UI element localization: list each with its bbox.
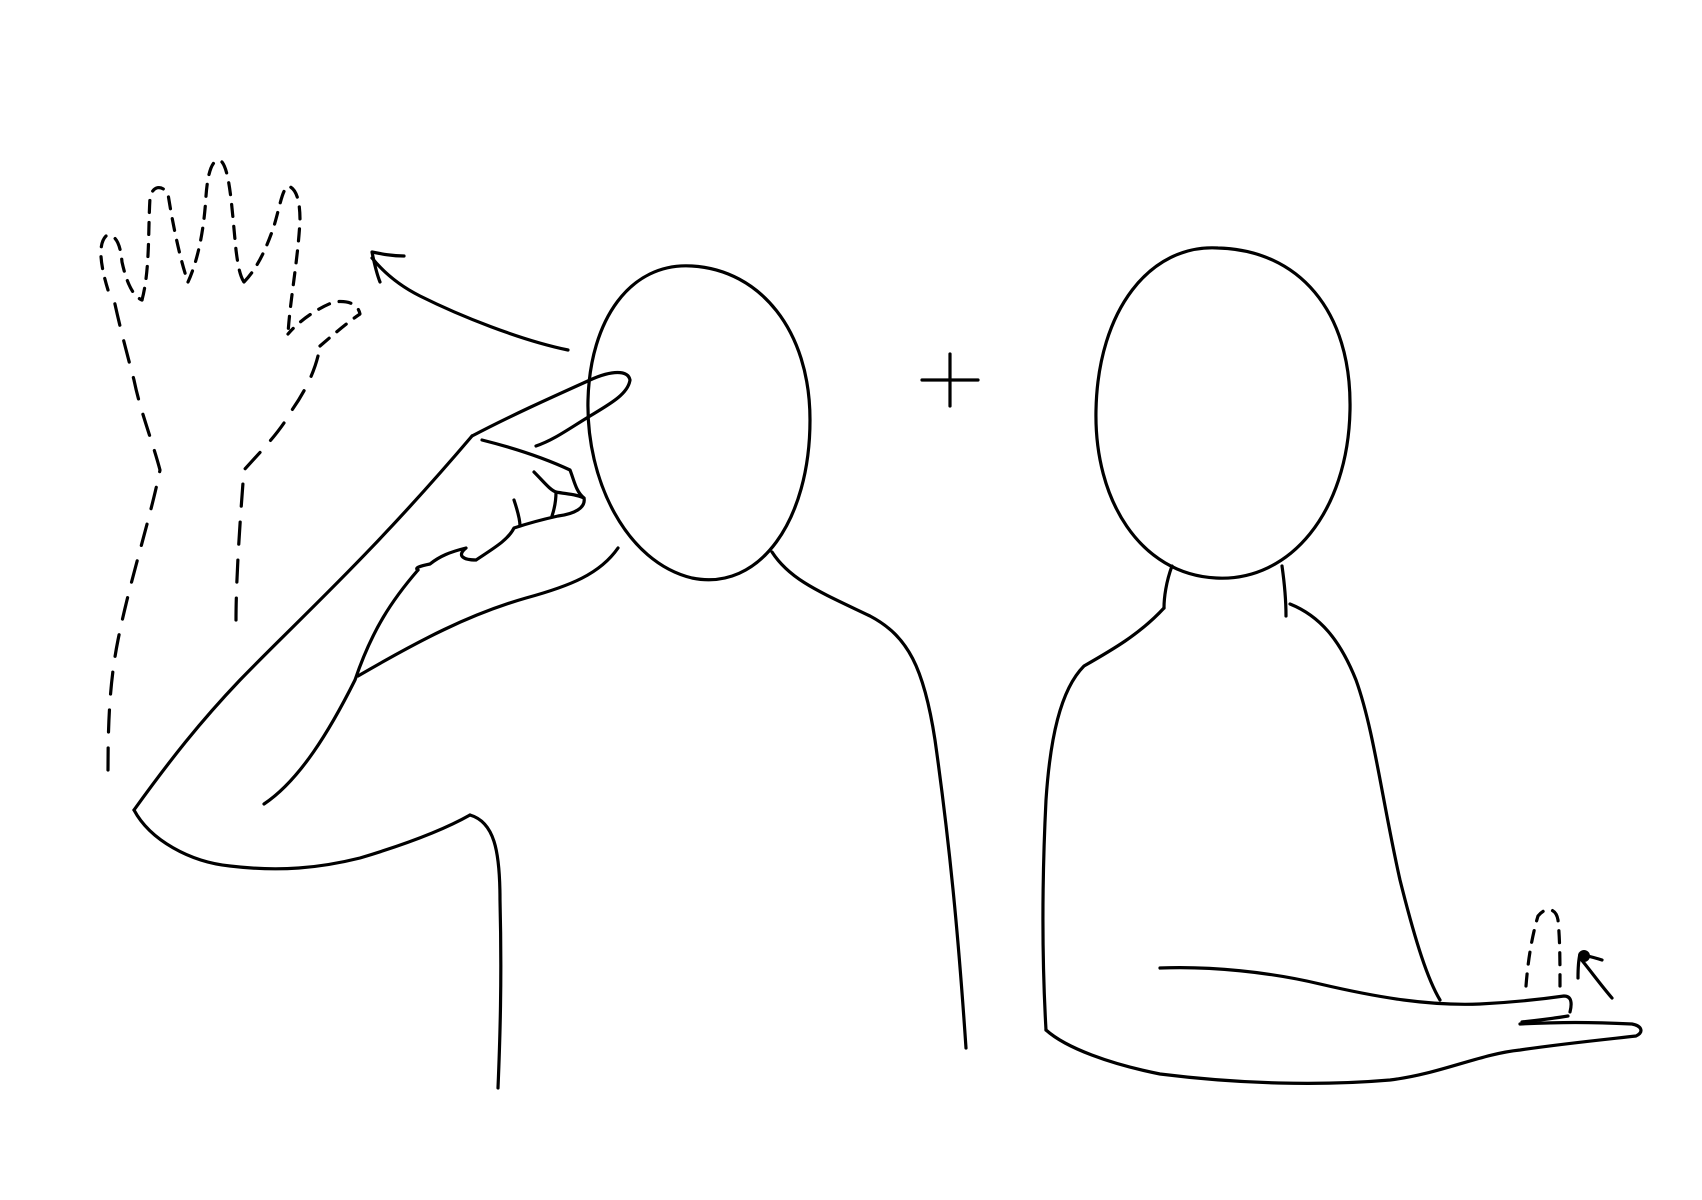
figure-1-head: [586, 264, 812, 582]
figure-1: [99, 158, 968, 1090]
figure-2-neck-left: [1162, 564, 1174, 610]
figure-2-flick-arrow: [1578, 956, 1614, 1000]
figure-2-right-shoulder: [1288, 602, 1442, 1002]
figure-2-neck-right: [1280, 564, 1288, 618]
figure-1-arm-bottom: [132, 808, 472, 871]
figure-2-flick-arrowhead: [1576, 952, 1604, 980]
figure-2-dashed-finger: [1524, 908, 1562, 988]
figure-1-motion-arc: [370, 256, 570, 352]
figure-1-motion-arrowhead: [370, 250, 406, 284]
figure-1-fist-knuckle-3: [512, 498, 522, 528]
connector-plus-sign: [920, 352, 980, 408]
figure-1-neck-left: [356, 546, 620, 678]
figure-1-fist: [415, 438, 586, 572]
figure-2-left-shoulder: [1041, 606, 1166, 1032]
figure-1-index-finger: [470, 370, 632, 448]
figure-1-arm-outer: [132, 434, 474, 812]
figure-2-forearm-bottom: [1044, 1020, 1643, 1085]
figure-1-fist-knuckle-2: [554, 490, 586, 500]
figure-2-head: [1094, 246, 1352, 580]
figure-2-forearm-top: [1158, 966, 1573, 1014]
figure-2-thumb: [1520, 1014, 1570, 1024]
figure-1-arm-inner: [262, 568, 420, 806]
figure-1-left-torso: [468, 813, 503, 1090]
figure-1-fist-knuckle-1: [532, 470, 558, 518]
figure-2: [1041, 246, 1643, 1085]
figure-1-dashed-open-hand: [99, 158, 362, 772]
figure-1-right-shoulder: [770, 550, 968, 1050]
